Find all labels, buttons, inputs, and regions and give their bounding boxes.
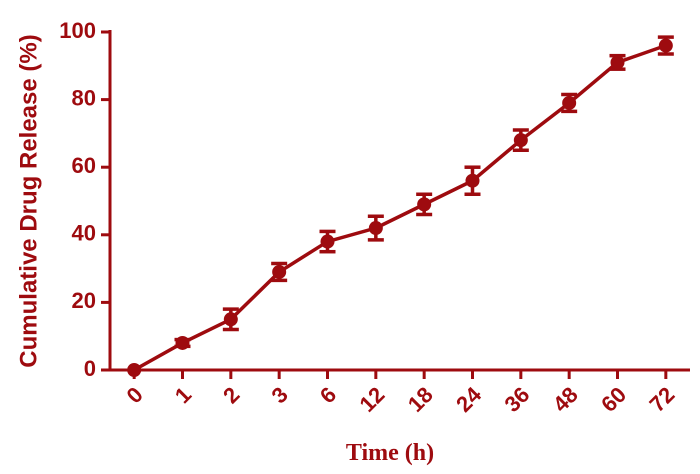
x-tick-label: 60 [596,382,631,417]
x-tick-label: 24 [451,381,487,417]
x-tick-label: 12 [354,382,389,417]
y-tick-label: 100 [59,18,96,43]
x-tick-label: 48 [548,382,583,417]
data-point [417,197,432,212]
data-point [223,312,238,327]
data-point [127,363,142,377]
x-tick-label: 1 [170,382,196,408]
x-tick-label: 18 [403,382,438,417]
data-point [513,133,528,148]
data-point [175,335,190,350]
data-point [562,95,577,110]
y-tick-label: 20 [72,288,96,313]
x-tick-label: 2 [218,382,244,408]
x-tick-label: 36 [499,382,534,417]
y-tick-label: 80 [72,85,96,110]
x-tick-label: 72 [644,382,679,417]
y-tick-label: 0 [84,356,96,381]
y-tick-label: 40 [72,221,96,246]
data-point [610,55,625,70]
data-point [465,173,480,188]
data-point [272,264,287,279]
x-tick-label: 3 [266,382,292,408]
x-tick-label: 0 [121,382,147,408]
data-line [133,43,667,372]
y-axis-title: Cumulative Drug Release (%) [15,34,42,367]
data-point [320,234,335,249]
x-tick-label: 6 [315,382,341,408]
y-tick-label: 60 [72,153,96,178]
data-point [368,221,383,236]
x-axis-title: Time (h) [346,440,434,466]
data-point [658,38,673,53]
